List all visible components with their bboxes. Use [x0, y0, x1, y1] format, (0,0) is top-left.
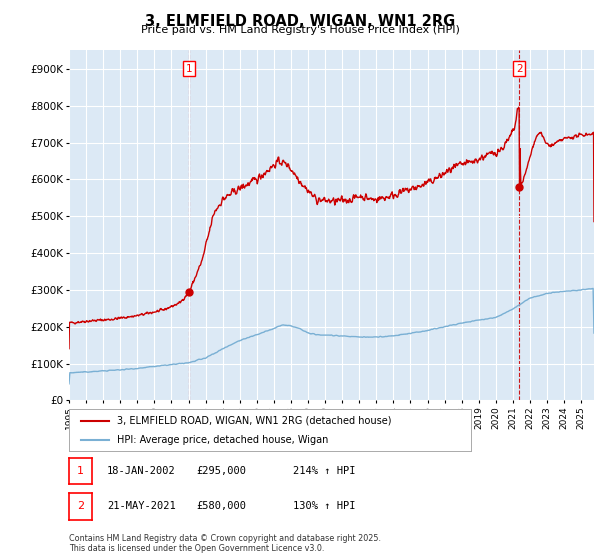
Text: 1: 1 [186, 64, 193, 74]
Text: £580,000: £580,000 [197, 501, 247, 511]
Text: 2: 2 [516, 64, 523, 74]
Text: 3, ELMFIELD ROAD, WIGAN, WN1 2RG: 3, ELMFIELD ROAD, WIGAN, WN1 2RG [145, 14, 455, 29]
Text: £295,000: £295,000 [197, 466, 247, 476]
Text: 21-MAY-2021: 21-MAY-2021 [107, 501, 176, 511]
Text: 214% ↑ HPI: 214% ↑ HPI [293, 466, 355, 476]
Text: 3, ELMFIELD ROAD, WIGAN, WN1 2RG (detached house): 3, ELMFIELD ROAD, WIGAN, WN1 2RG (detach… [117, 416, 392, 426]
Text: HPI: Average price, detached house, Wigan: HPI: Average price, detached house, Wiga… [117, 435, 329, 445]
Text: Contains HM Land Registry data © Crown copyright and database right 2025.
This d: Contains HM Land Registry data © Crown c… [69, 534, 381, 553]
Text: 1: 1 [77, 466, 84, 476]
Text: 130% ↑ HPI: 130% ↑ HPI [293, 501, 355, 511]
Text: 2: 2 [77, 501, 84, 511]
Text: 18-JAN-2002: 18-JAN-2002 [107, 466, 176, 476]
Text: Price paid vs. HM Land Registry's House Price Index (HPI): Price paid vs. HM Land Registry's House … [140, 25, 460, 35]
